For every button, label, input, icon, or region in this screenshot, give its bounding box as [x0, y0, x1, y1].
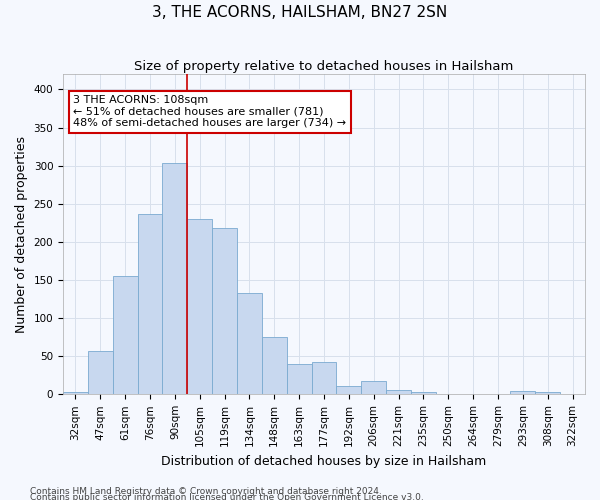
- Title: Size of property relative to detached houses in Hailsham: Size of property relative to detached ho…: [134, 60, 514, 73]
- Bar: [113, 276, 137, 394]
- Bar: [535, 392, 560, 394]
- Bar: [311, 362, 337, 394]
- Text: Contains HM Land Registry data © Crown copyright and database right 2024.: Contains HM Land Registry data © Crown c…: [30, 487, 382, 496]
- Text: 3, THE ACORNS, HAILSHAM, BN27 2SN: 3, THE ACORNS, HAILSHAM, BN27 2SN: [152, 5, 448, 20]
- Bar: [63, 392, 88, 394]
- Bar: [212, 228, 237, 394]
- Bar: [287, 364, 311, 394]
- Bar: [187, 219, 212, 394]
- X-axis label: Distribution of detached houses by size in Hailsham: Distribution of detached houses by size …: [161, 454, 487, 468]
- Text: 3 THE ACORNS: 108sqm
← 51% of detached houses are smaller (781)
48% of semi-deta: 3 THE ACORNS: 108sqm ← 51% of detached h…: [73, 95, 347, 128]
- Bar: [511, 392, 535, 394]
- Bar: [386, 390, 411, 394]
- Bar: [361, 382, 386, 394]
- Bar: [337, 386, 361, 394]
- Bar: [237, 293, 262, 394]
- Bar: [137, 214, 163, 394]
- Bar: [262, 337, 287, 394]
- Y-axis label: Number of detached properties: Number of detached properties: [15, 136, 28, 332]
- Text: Contains public sector information licensed under the Open Government Licence v3: Contains public sector information licen…: [30, 492, 424, 500]
- Bar: [88, 351, 113, 395]
- Bar: [163, 162, 187, 394]
- Bar: [411, 392, 436, 394]
